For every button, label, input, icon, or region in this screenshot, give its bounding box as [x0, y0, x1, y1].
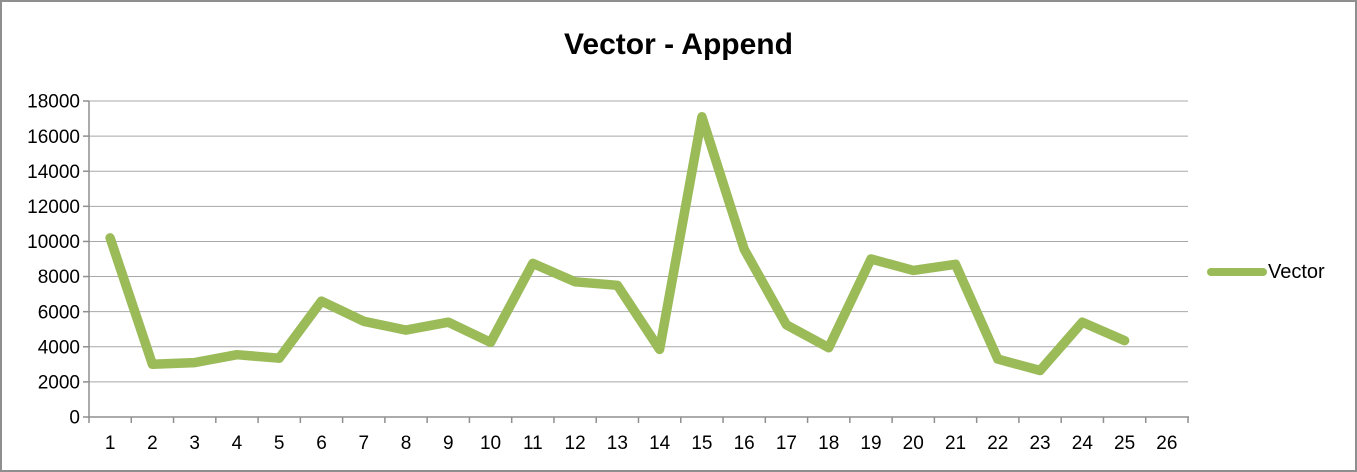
x-tick-label: 21 — [945, 433, 966, 454]
x-tick-label: 14 — [649, 433, 671, 454]
y-tick-label: 2000 — [38, 373, 80, 394]
x-tick-label: 12 — [565, 433, 586, 454]
x-tick-label: 6 — [316, 433, 327, 454]
y-tick-label: 8000 — [38, 267, 80, 288]
x-tick-label: 15 — [691, 433, 712, 454]
x-tick-label: 4 — [232, 433, 243, 454]
series-line-vector — [105, 112, 1130, 376]
y-tick-label: 4000 — [38, 337, 80, 358]
y-tick-label: 14000 — [27, 162, 80, 183]
x-tick-label: 26 — [1156, 433, 1177, 454]
legend-line-sample-icon — [1207, 268, 1267, 276]
chart-title: Vector - Append — [564, 28, 793, 61]
x-tick-label: 16 — [734, 433, 755, 454]
legend: Vector — [1207, 259, 1325, 285]
x-tick-label: 8 — [401, 433, 412, 454]
x-tick-label: 3 — [189, 433, 200, 454]
x-tick-label: 19 — [860, 433, 881, 454]
x-tick-label: 7 — [358, 433, 369, 454]
y-tick-label: 18000 — [27, 92, 80, 113]
x-tick-label: 17 — [776, 433, 797, 454]
x-tick-label: 10 — [480, 433, 501, 454]
y-tick-label: 10000 — [27, 232, 80, 253]
x-tick-label: 5 — [274, 433, 285, 454]
x-tick-label: 1 — [105, 433, 116, 454]
y-tick-label: 0 — [69, 408, 80, 429]
x-tick-label: 11 — [523, 433, 543, 454]
x-tick-label: 22 — [987, 433, 1008, 454]
y-tick-label: 16000 — [27, 127, 80, 148]
x-tick-label: 18 — [818, 433, 839, 454]
x-tick-label: 20 — [903, 433, 924, 454]
x-tick-label: 23 — [1029, 433, 1050, 454]
y-tick-label: 12000 — [27, 197, 80, 218]
legend-label: Vector — [1268, 261, 1325, 283]
y-tick-label: 6000 — [38, 302, 80, 323]
x-tick-label: 24 — [1072, 433, 1094, 454]
x-tick-label: 9 — [443, 433, 454, 454]
x-tick-label: 25 — [1114, 433, 1135, 454]
x-tick-label: 2 — [147, 433, 158, 454]
x-tick-label: 13 — [607, 433, 628, 454]
